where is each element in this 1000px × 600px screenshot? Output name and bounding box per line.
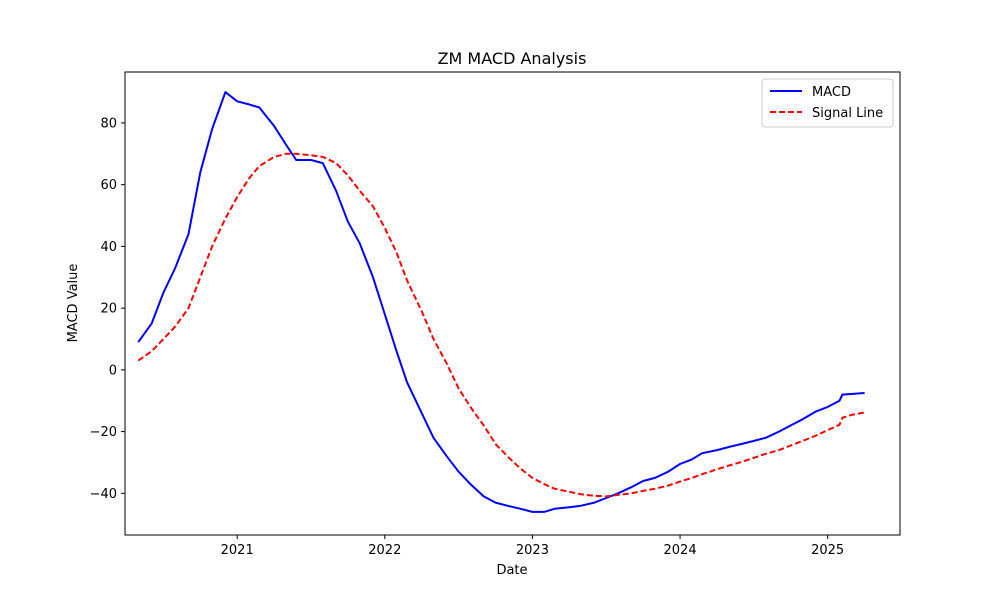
series-layer (137, 91, 865, 513)
legend-macd-label: MACD (812, 85, 851, 100)
x-tick-label: 2023 (516, 543, 549, 558)
x-tick-label: 2022 (368, 543, 401, 558)
chart-title: ZM MACD Analysis (438, 49, 587, 68)
y-tick-label: 60 (100, 178, 117, 193)
y-axis: −40 −20 0 20 40 60 80 (90, 116, 125, 502)
x-axis-label: Date (496, 563, 527, 578)
x-tick-label: 2024 (664, 543, 697, 558)
plot-area (125, 72, 900, 535)
y-tick-label: 0 (109, 363, 117, 378)
axes-frame (124, 71, 901, 536)
y-tick-label: −20 (90, 425, 117, 440)
legend-signal-label: Signal Line (812, 106, 883, 121)
y-tick-label: −40 (90, 487, 117, 502)
x-axis: 2021 2022 2023 2024 2025 (221, 535, 844, 558)
series-line-macd (137, 91, 865, 513)
series-line-signal-line (137, 152, 865, 498)
y-axis-label: MACD Value (66, 264, 81, 343)
y-tick-label: 20 (100, 302, 117, 317)
y-tick-label: 40 (100, 240, 117, 255)
axes-background (125, 72, 900, 535)
x-tick-label: 2021 (221, 543, 254, 558)
x-tick-label: 2025 (811, 543, 844, 558)
legend: MACD Signal Line (761, 78, 894, 128)
y-tick-label: 80 (100, 116, 117, 131)
